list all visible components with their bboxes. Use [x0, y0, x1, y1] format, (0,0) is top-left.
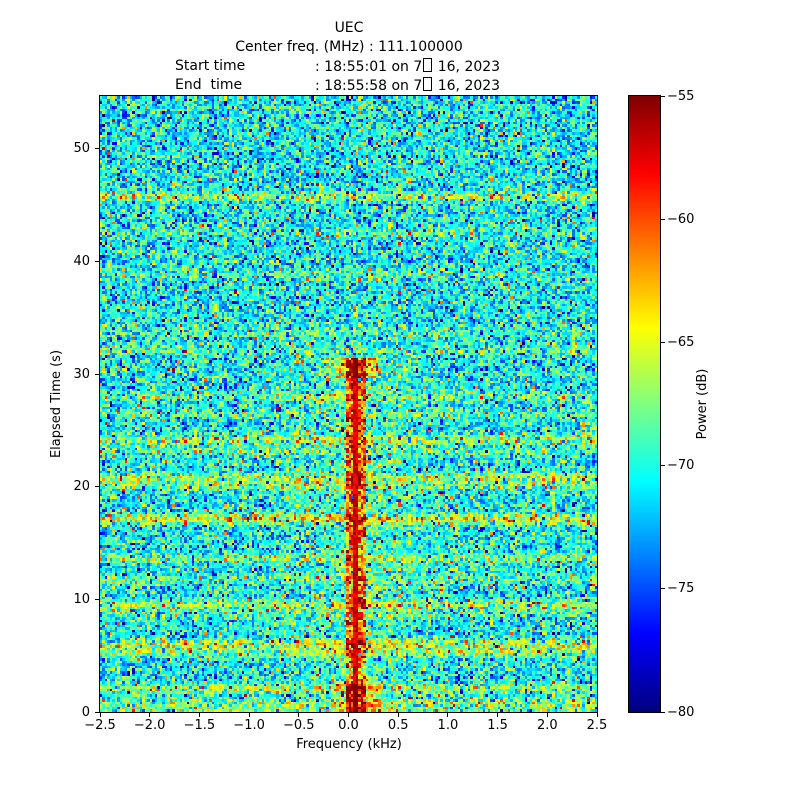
x-tick-mark	[298, 713, 300, 717]
missing-glyph-box	[423, 77, 433, 91]
y-tick-mark	[95, 711, 99, 713]
y-tick-mark	[95, 373, 99, 375]
x-tick-label: −1.0	[233, 718, 265, 733]
spectrogram-plot-area	[99, 95, 598, 713]
y-tick-mark	[95, 598, 99, 600]
y-tick-label: 0	[81, 704, 90, 720]
x-tick-label: −1.5	[183, 718, 216, 733]
y-tick-label: 50	[73, 141, 90, 157]
spectrogram-heatmap-canvas	[100, 96, 597, 712]
start-time-value: : 18:55:01 on 7 16, 2023	[315, 58, 501, 75]
x-tick-label: 2.0	[536, 718, 558, 733]
x-tick-mark	[99, 713, 101, 717]
colorbar-tick-mark	[661, 588, 665, 590]
x-tick-mark	[596, 713, 598, 717]
colorbar-tick-mark	[661, 95, 665, 97]
x-tick-mark	[149, 713, 151, 717]
colorbar-tick-mark	[661, 711, 665, 713]
x-tick-label: 1.5	[487, 718, 508, 733]
colorbar-tick-mark	[661, 218, 665, 220]
x-tick-mark	[447, 713, 449, 717]
x-tick-mark	[397, 713, 399, 717]
colorbar-tick-label: −70	[667, 458, 695, 474]
x-tick-mark	[248, 713, 250, 717]
colorbar-tick-label: −60	[667, 211, 695, 227]
colorbar-tick-mark	[661, 341, 665, 343]
x-tick-label: 0.5	[387, 718, 409, 733]
x-tick-mark	[198, 713, 200, 717]
colorbar-gradient-canvas	[629, 96, 660, 712]
y-tick-label: 30	[73, 366, 90, 382]
colorbar	[628, 95, 661, 713]
x-tick-label: 2.5	[586, 718, 608, 733]
chart-title: UEC	[334, 20, 364, 36]
end-time-value: : 18:55:58 on 7 16, 2023	[315, 77, 501, 94]
x-axis-label: Frequency (kHz)	[296, 737, 402, 752]
x-tick-label: 1.0	[437, 718, 459, 733]
start-time-line: Start time : 18:55:01 on 7 16, 2023	[175, 58, 500, 76]
y-tick-label: 20	[73, 479, 90, 495]
x-tick-label: −0.5	[283, 718, 315, 733]
center-freq-line: Center freq. (MHz) : 111.100000	[235, 39, 463, 55]
y-tick-label: 40	[73, 254, 90, 270]
x-tick-mark	[497, 713, 499, 717]
x-tick-mark	[546, 713, 548, 717]
y-axis-label: Elapsed Time (s)	[49, 349, 64, 459]
colorbar-tick-label: −80	[667, 704, 695, 720]
x-tick-mark	[348, 713, 349, 717]
y-tick-mark	[95, 261, 99, 263]
x-tick-label: 0.0	[338, 718, 359, 733]
end-time-line: End time : 18:55:58 on 7 16, 2023	[175, 77, 500, 95]
y-tick-mark	[95, 486, 99, 488]
colorbar-tick-label: −75	[667, 581, 695, 597]
x-tick-label: −2.0	[133, 718, 166, 733]
end-time-label: End time	[175, 77, 243, 93]
colorbar-tick-label: −65	[667, 334, 695, 350]
start-time-label: Start time	[175, 58, 246, 74]
colorbar-tick-mark	[661, 465, 665, 467]
colorbar-tick-label: −55	[667, 88, 695, 104]
y-tick-mark	[95, 148, 99, 150]
missing-glyph-box	[423, 58, 433, 72]
y-tick-label: 10	[73, 591, 90, 607]
x-tick-label: −2.5	[84, 718, 116, 733]
